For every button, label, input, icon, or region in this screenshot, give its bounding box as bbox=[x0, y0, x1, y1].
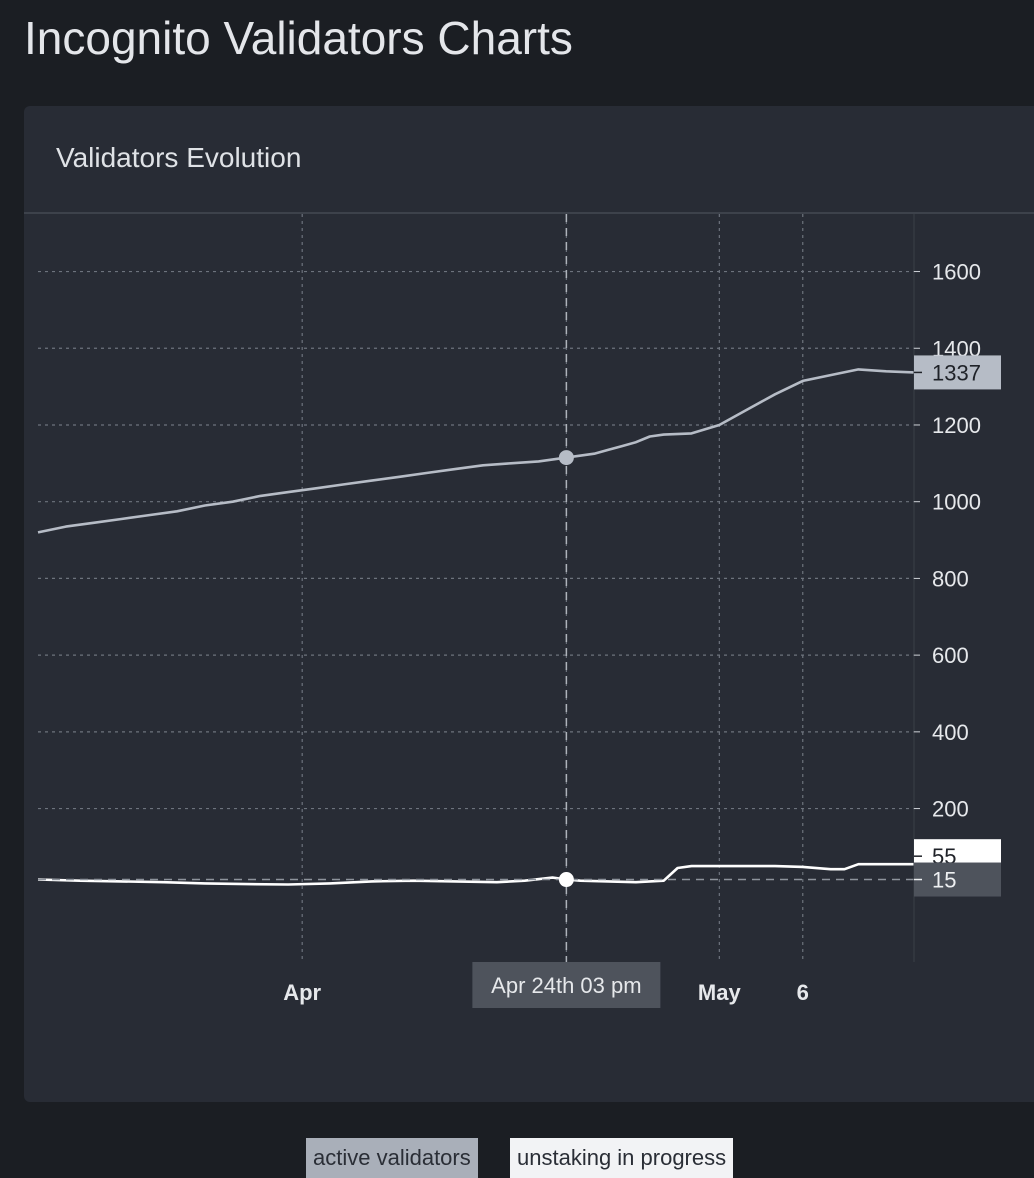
crosshair bbox=[38, 214, 914, 962]
series-line-unstaking-in-progress[interactable] bbox=[37, 862, 914, 886]
badge-crosshair-value-bg bbox=[914, 862, 1001, 897]
badge-crosshair-value-text: 15 bbox=[932, 868, 956, 893]
legend-unstaking-in-progress[interactable]: unstaking in progress bbox=[510, 1138, 734, 1178]
crosshair-point-active bbox=[558, 450, 574, 466]
x-tick-label-0: Apr bbox=[283, 980, 321, 1005]
tooltip-label: Apr 24th 03 pm bbox=[491, 973, 641, 998]
y-tick-label-800: 800 bbox=[932, 566, 969, 591]
crosshair-point-unstaking bbox=[558, 872, 574, 888]
badge-active-last-bg bbox=[914, 355, 1001, 390]
x-tick-label-2: May bbox=[698, 980, 742, 1005]
card-divider bbox=[24, 212, 1034, 214]
y-tick-label-200: 200 bbox=[932, 797, 969, 822]
tooltip: Apr 24th 03 pm bbox=[472, 962, 661, 1008]
series-lines bbox=[37, 368, 915, 886]
y-tick-label-600: 600 bbox=[932, 643, 969, 668]
card-title: Validators Evolution bbox=[56, 142, 302, 173]
legend-active-validators[interactable]: active validators bbox=[306, 1138, 478, 1178]
crosshair-date-tooltip: Apr 24th 03 pm bbox=[472, 962, 661, 1008]
plot-area[interactable] bbox=[38, 214, 914, 962]
badge-crosshair-value: 15 bbox=[914, 862, 1001, 897]
series-line-active-validators[interactable] bbox=[37, 368, 915, 534]
page-title: Incognito Validators Charts bbox=[24, 12, 573, 64]
badge-active-last: 1337 bbox=[914, 355, 1001, 390]
y-tick-label-400: 400 bbox=[932, 720, 969, 745]
y-tick-label-1600: 1600 bbox=[932, 260, 981, 285]
badge-active-last-text: 1337 bbox=[932, 360, 981, 385]
y-tick-label-1200: 1200 bbox=[932, 413, 981, 438]
tooltip-bg bbox=[472, 962, 661, 1008]
chart-card: Validators Evolution 200 400 600 800 1000 120… bbox=[24, 106, 1034, 1178]
x-tick-label-3: 6 bbox=[797, 980, 809, 1005]
grid-lines bbox=[38, 214, 914, 962]
y-tick-label-1000: 1000 bbox=[932, 490, 981, 515]
